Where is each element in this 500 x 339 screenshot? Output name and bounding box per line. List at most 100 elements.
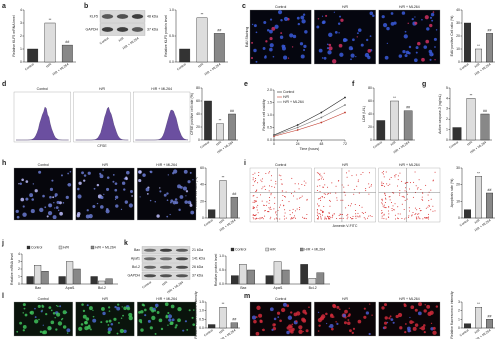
cell bbox=[86, 304, 89, 307]
dot bbox=[418, 179, 420, 181]
dot bbox=[355, 209, 357, 211]
bar bbox=[34, 265, 42, 285]
y-axis-label: CFSE positive cell rate (%) bbox=[190, 93, 194, 135]
dot bbox=[261, 200, 263, 202]
dot bbox=[270, 194, 272, 196]
x-tick-label: Control bbox=[372, 140, 383, 149]
dot bbox=[353, 193, 355, 195]
x-tick-label: H/R bbox=[474, 62, 481, 69]
cell bbox=[277, 10, 283, 15]
cell bbox=[321, 15, 324, 17]
blot-band bbox=[175, 248, 189, 252]
dot bbox=[364, 218, 366, 220]
dot bbox=[252, 195, 254, 197]
dot bbox=[323, 172, 325, 174]
dot bbox=[389, 196, 391, 198]
image-title: H/R + ML264 bbox=[399, 297, 420, 301]
bar bbox=[228, 113, 236, 141]
dot bbox=[301, 183, 303, 185]
cell bbox=[351, 331, 354, 335]
dot bbox=[392, 205, 394, 207]
cell bbox=[363, 315, 367, 319]
cell bbox=[108, 310, 111, 312]
blot-band bbox=[175, 265, 189, 269]
dot bbox=[430, 189, 432, 191]
dot bbox=[270, 179, 272, 181]
dot bbox=[347, 204, 349, 206]
dot bbox=[329, 192, 331, 194]
x-axis-label: Time (hours) bbox=[300, 147, 320, 151]
dot bbox=[405, 187, 407, 189]
cell bbox=[185, 195, 187, 197]
image-title: Control bbox=[275, 163, 287, 167]
cell bbox=[389, 315, 392, 318]
cell bbox=[169, 213, 171, 216]
bar bbox=[281, 269, 290, 285]
dot bbox=[406, 198, 408, 200]
image-title: H/R + ML264 bbox=[399, 5, 420, 9]
dot bbox=[275, 180, 277, 182]
dot bbox=[293, 217, 295, 219]
cell bbox=[106, 187, 110, 191]
cell bbox=[182, 329, 185, 332]
cell bbox=[163, 193, 167, 197]
cell bbox=[87, 171, 91, 175]
dot bbox=[258, 172, 260, 174]
cell bbox=[66, 332, 69, 334]
significance-mark: ## bbox=[230, 109, 234, 113]
dot bbox=[381, 183, 383, 185]
cell bbox=[424, 15, 429, 20]
dot bbox=[292, 218, 294, 220]
cell bbox=[328, 43, 332, 47]
point bbox=[320, 121, 323, 124]
dot bbox=[383, 176, 385, 178]
dot bbox=[346, 176, 348, 178]
cell bbox=[407, 326, 411, 331]
dot bbox=[415, 216, 417, 218]
x-tick-label: H/R bbox=[215, 140, 222, 147]
panel-letter: h bbox=[2, 160, 6, 167]
dot bbox=[255, 214, 257, 216]
dot bbox=[381, 215, 383, 217]
dot bbox=[316, 189, 318, 191]
dot bbox=[331, 217, 333, 219]
dot bbox=[381, 212, 383, 214]
dot bbox=[393, 192, 395, 194]
cell bbox=[302, 330, 304, 333]
dot bbox=[408, 207, 410, 209]
panel-letter: f bbox=[352, 81, 355, 88]
cell bbox=[92, 318, 97, 323]
dot bbox=[348, 170, 350, 172]
dot bbox=[263, 204, 265, 206]
y-tick-label: 60 bbox=[196, 99, 200, 103]
blot-band bbox=[159, 265, 173, 269]
cell bbox=[335, 321, 337, 323]
dot bbox=[328, 212, 330, 214]
blot-band bbox=[159, 248, 173, 252]
cell bbox=[383, 321, 388, 325]
cell bbox=[372, 14, 375, 18]
dot bbox=[356, 185, 358, 187]
y-tick-label: 5 bbox=[446, 86, 448, 90]
y-tick-label: 3 bbox=[18, 259, 20, 263]
dot bbox=[336, 217, 338, 219]
y-tick-label: 0 bbox=[458, 216, 460, 220]
cell bbox=[348, 307, 350, 309]
dot bbox=[317, 213, 319, 215]
blot-row-label: Bcl-2 bbox=[132, 265, 140, 269]
cell bbox=[290, 311, 293, 314]
cell bbox=[52, 196, 55, 199]
blot-band bbox=[159, 274, 173, 278]
dot bbox=[434, 210, 436, 212]
panel-letter: g bbox=[422, 81, 426, 88]
x-tick-label: Control bbox=[459, 328, 470, 337]
cell bbox=[371, 314, 373, 316]
dot bbox=[382, 205, 384, 207]
cell bbox=[175, 324, 178, 327]
cell bbox=[302, 13, 306, 16]
cell bbox=[156, 311, 160, 314]
y-tick-label: 4 bbox=[446, 96, 448, 100]
dot bbox=[332, 215, 334, 217]
cell bbox=[434, 46, 436, 48]
dot bbox=[355, 174, 357, 176]
